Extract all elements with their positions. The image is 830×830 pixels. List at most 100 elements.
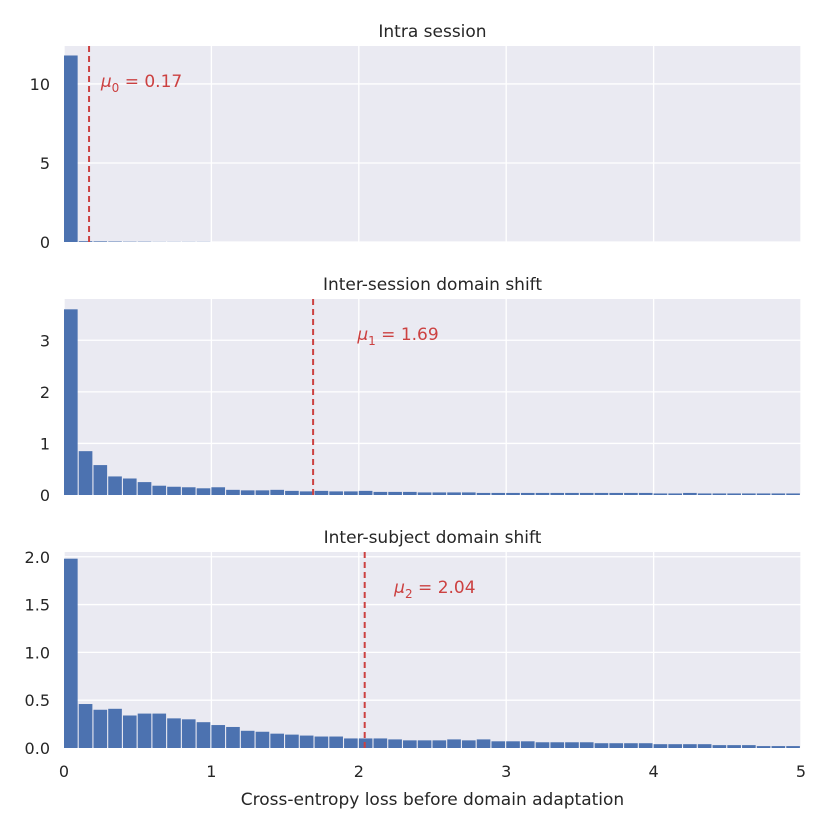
histogram-bar	[314, 736, 329, 748]
histogram-bar	[565, 742, 579, 748]
histogram-bar	[432, 492, 447, 495]
histogram-bar	[683, 492, 697, 495]
histogram-bar	[196, 488, 211, 495]
histogram-bar	[579, 492, 594, 495]
histogram-bar	[697, 744, 712, 748]
histogram-bar	[520, 492, 535, 495]
histogram-bar	[344, 491, 358, 495]
y-tick-label: 0.0	[25, 739, 50, 758]
x-tick-label: 0	[59, 762, 69, 781]
histogram-bar	[329, 491, 343, 495]
histogram-bar	[181, 487, 196, 495]
y-tick-label: 10	[30, 75, 50, 94]
histogram-bar	[565, 492, 579, 495]
mean-annotation: μ0 = 0.17	[100, 72, 182, 95]
histogram-bar	[403, 491, 417, 495]
histogram-bar	[388, 739, 402, 748]
histogram-bar	[712, 745, 727, 748]
histogram-bar	[712, 493, 727, 495]
histogram-bar	[78, 451, 93, 495]
histogram-bar	[771, 746, 786, 748]
x-tick-label: 2	[354, 762, 364, 781]
histogram-bar	[299, 491, 314, 495]
histogram-bar	[491, 741, 506, 748]
histogram-bar	[78, 704, 93, 748]
histogram-bar	[108, 708, 122, 748]
histogram-bar	[388, 491, 402, 495]
histogram-bar	[535, 492, 550, 495]
histogram-bar	[314, 490, 329, 495]
panel-title: Inter-session domain shift	[323, 275, 542, 295]
histogram-bar	[624, 743, 638, 748]
panel-title: Intra session	[378, 22, 486, 42]
histogram-bar	[226, 726, 240, 748]
histogram-bar	[181, 719, 196, 748]
histogram-bar	[137, 713, 152, 748]
histogram-bar	[727, 493, 741, 495]
histogram-bar	[137, 482, 152, 495]
histogram-bar	[579, 742, 594, 748]
histogram-bar	[506, 741, 520, 748]
y-tick-label: 2.0	[25, 548, 50, 567]
histogram-bar	[594, 743, 609, 748]
histogram-bar	[417, 492, 432, 495]
plot-area	[64, 552, 801, 748]
panel-3: 0.0 0.5 1.0 1.5 2.0 μ2 = 2.04 Inter-subject do…	[25, 528, 802, 758]
histogram-bar	[697, 493, 712, 495]
y-tick-label: 1.0	[25, 643, 50, 662]
histogram-bar	[240, 730, 255, 748]
panel-2: 0 1 2 3 μ1 = 1.69 Inter-session domain shift	[40, 275, 802, 505]
histogram-bar	[742, 745, 756, 748]
histogram-bar	[78, 241, 93, 242]
histogram-bar	[520, 741, 535, 748]
histogram-bar	[417, 740, 432, 748]
histogram-bar	[461, 740, 476, 748]
histogram-bar	[756, 493, 771, 495]
y-tick-label: 0	[40, 233, 50, 252]
histogram-bar	[167, 718, 181, 748]
y-tick-label: 3	[40, 331, 50, 350]
histogram-bar	[771, 493, 786, 495]
plot-area	[64, 299, 801, 495]
histogram-bar	[727, 745, 741, 748]
histogram-bar	[255, 490, 270, 495]
y-tick-label: 1	[40, 434, 50, 453]
histogram-bar	[211, 725, 226, 748]
histogram-bar	[122, 478, 137, 495]
histogram-bar	[167, 486, 181, 495]
histogram-bar	[122, 715, 137, 748]
plot-area	[64, 46, 801, 242]
panel-1: 0 5 10 μ0 = 0.17 Intra session	[30, 22, 802, 252]
histogram-bar	[447, 492, 461, 495]
histogram-bar	[226, 489, 240, 495]
histogram-bar	[550, 742, 565, 748]
x-tick-label: 5	[796, 762, 806, 781]
histogram-bar	[550, 492, 565, 495]
histogram-bar	[506, 492, 520, 495]
mean-annotation: μ1 = 1.69	[356, 325, 438, 348]
histogram-bar	[447, 739, 461, 748]
histogram-bar	[638, 492, 653, 495]
histogram-bar	[373, 491, 388, 495]
histogram-bar	[358, 490, 373, 495]
histogram-bar	[93, 709, 108, 748]
histogram-bar	[93, 241, 108, 242]
histogram-bar	[403, 740, 417, 748]
histogram-bar	[255, 731, 270, 748]
histogram-bar	[270, 733, 284, 748]
histogram-bar	[786, 493, 800, 495]
histogram-bar	[668, 493, 682, 495]
histogram-bar	[152, 485, 167, 495]
histogram-bar	[108, 476, 122, 495]
histogram-bar	[432, 740, 447, 748]
histogram-bar	[683, 744, 697, 748]
histogram-bar	[285, 734, 299, 748]
y-tick-label: 0.5	[25, 691, 50, 710]
histogram-bar	[64, 309, 78, 495]
histogram-bar	[594, 492, 609, 495]
histogram-bar	[270, 489, 284, 495]
x-axis-label: Cross-entropy loss before domain adaptat…	[241, 790, 624, 810]
panel-title: Inter-subject domain shift	[324, 528, 542, 548]
x-tick-label: 3	[501, 762, 511, 781]
